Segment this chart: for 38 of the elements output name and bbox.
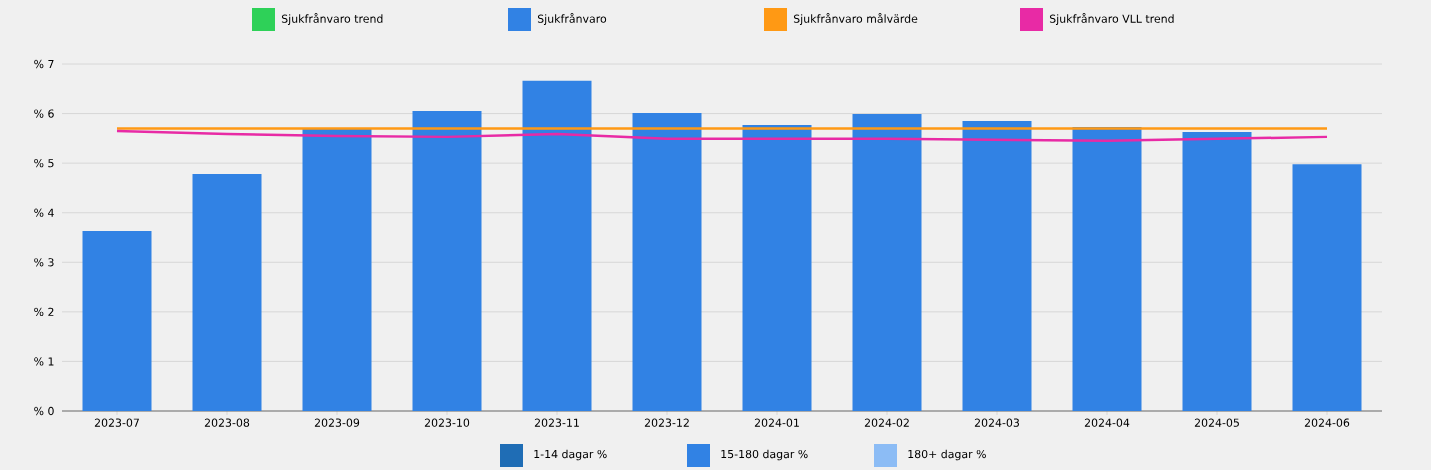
x-tick-label: 2024-06 <box>1304 418 1350 427</box>
x-tick-label: 2024-05 <box>1194 418 1239 427</box>
x-tick-label: 2024-02 <box>864 418 909 427</box>
legend-label: 15-180 dagar % <box>721 449 808 461</box>
x-tick-label: 2023-10 <box>424 418 470 427</box>
y-tick-label: % 4 <box>34 208 54 217</box>
bar <box>1182 131 1252 411</box>
y-tick-label: % 0 <box>34 406 54 416</box>
legend-label: 1-14 dagar % <box>534 449 607 461</box>
x-tick-label: 2023-11 <box>534 418 579 427</box>
x-tick-label: 2023-12 <box>644 418 689 427</box>
legend-label: 180+ dagar % <box>908 449 986 461</box>
bar <box>412 111 482 411</box>
y-tick-label: % 6 <box>34 109 54 118</box>
x-tick-label: 2024-03 <box>974 418 1019 427</box>
y-tick-label: % 7 <box>34 59 54 69</box>
bar <box>302 128 372 411</box>
x-tick-label: 2024-01 <box>754 418 799 427</box>
bar <box>82 231 152 411</box>
y-tick-label: % 1 <box>34 357 54 366</box>
y-tick-label: % 2 <box>34 307 54 316</box>
y-tick-label: % 3 <box>34 258 54 267</box>
bar <box>522 80 592 411</box>
legend-label: Sjukfrånvaro VLL trend <box>1049 13 1174 25</box>
bar <box>192 174 262 411</box>
bar <box>632 113 702 411</box>
y-tick-label: % 5 <box>34 159 54 168</box>
bar <box>742 124 812 411</box>
bar <box>962 121 1032 411</box>
x-tick-label: 2023-08 <box>204 418 250 427</box>
bar <box>1292 164 1362 411</box>
x-tick-label: 2023-07 <box>94 418 139 427</box>
legend-label: Sjukfrånvaro målvärde <box>793 13 918 25</box>
x-tick-label: 2024-04 <box>1084 418 1130 427</box>
legend-label: Sjukfrånvaro trend <box>281 13 383 25</box>
legend-label: Sjukfrånvaro <box>537 13 607 25</box>
x-tick-label: 2023-09 <box>314 418 360 427</box>
bar <box>852 114 922 411</box>
